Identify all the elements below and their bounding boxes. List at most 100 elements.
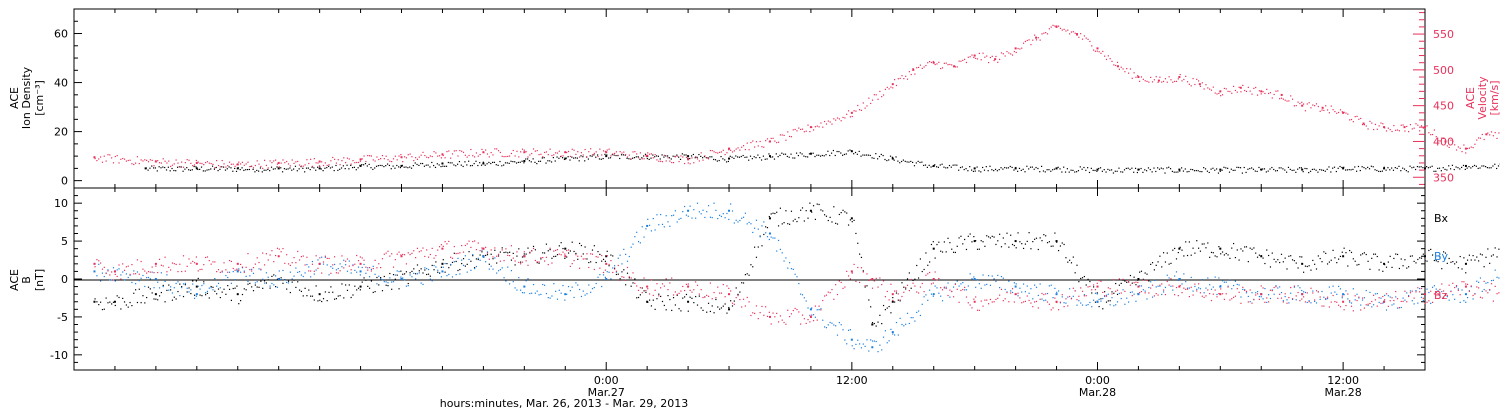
by-point — [99, 280, 102, 282]
density-point — [956, 164, 958, 166]
bz-point — [575, 254, 577, 256]
density-point — [195, 167, 198, 170]
density-point — [480, 164, 483, 166]
density-point — [1365, 168, 1367, 170]
velocity-point — [363, 155, 365, 157]
velocity-point — [573, 149, 575, 151]
by-point — [765, 232, 767, 234]
velocity-point — [133, 163, 135, 166]
bx-point — [241, 293, 244, 296]
density-point — [554, 160, 556, 162]
bx-point — [1236, 249, 1238, 251]
velocity-point — [1067, 29, 1069, 31]
bz-point — [807, 319, 809, 321]
bz-point — [1070, 298, 1073, 300]
by-point — [1247, 295, 1249, 298]
by-point — [1192, 290, 1194, 292]
velocity-point — [1403, 126, 1406, 129]
by-point — [728, 209, 731, 212]
density-point — [698, 153, 700, 156]
bz-point — [483, 247, 485, 250]
bz-point — [516, 251, 518, 253]
velocity-point — [711, 150, 713, 152]
density-point — [1328, 166, 1330, 168]
bz-point — [1317, 291, 1319, 293]
bx-point — [713, 312, 715, 314]
bz-point — [1240, 302, 1242, 304]
velocity-point — [472, 155, 474, 157]
velocity-point — [157, 160, 159, 162]
bx-point — [400, 270, 402, 272]
by-point — [313, 273, 315, 275]
velocity-point — [1277, 90, 1279, 92]
bx-point — [1185, 241, 1187, 243]
bz-point — [1096, 282, 1098, 284]
velocity-point — [973, 56, 975, 59]
bx-point — [850, 217, 853, 220]
bx-point — [825, 215, 828, 217]
density-point — [584, 160, 586, 162]
by-point — [122, 271, 124, 273]
bx-point — [709, 310, 711, 313]
by-point — [742, 216, 745, 218]
bz-point — [647, 288, 649, 290]
density-point — [420, 162, 422, 165]
velocity-point — [1323, 109, 1325, 111]
velocity-point — [1183, 78, 1185, 81]
bz-point — [615, 270, 618, 272]
bz-point — [265, 253, 268, 255]
by-point — [282, 269, 284, 272]
density-point — [375, 165, 378, 167]
density-point — [757, 154, 759, 156]
bz-point — [652, 294, 654, 297]
by-point — [322, 263, 325, 265]
by-point — [1361, 299, 1364, 301]
velocity-point — [1159, 76, 1161, 78]
density-point — [1149, 168, 1151, 171]
velocity-point — [569, 155, 571, 158]
density-point — [366, 165, 368, 167]
bz-point — [940, 287, 942, 289]
by-point — [1367, 304, 1369, 306]
by-point — [1352, 288, 1354, 290]
by-point — [510, 270, 513, 272]
bz-point — [276, 247, 279, 249]
velocity-point — [1369, 120, 1371, 123]
by-point — [973, 278, 976, 280]
density-point — [396, 164, 398, 167]
velocity-point — [685, 156, 688, 158]
velocity-point — [1350, 118, 1353, 121]
bx-point — [1197, 247, 1200, 249]
bz-point — [1323, 305, 1325, 307]
bz-point — [381, 258, 384, 260]
bx-point — [298, 289, 301, 291]
bx-point — [142, 295, 144, 297]
bx-point — [308, 289, 310, 291]
velocity-point — [1048, 28, 1050, 30]
bz-point — [494, 247, 496, 249]
by-point — [711, 216, 713, 219]
velocity-point — [1290, 95, 1292, 97]
density-point — [1438, 167, 1441, 169]
by-point — [1139, 285, 1141, 287]
bz-point — [1277, 297, 1279, 299]
density-point — [864, 154, 866, 156]
bx-point — [814, 218, 816, 221]
bx-point — [1131, 282, 1133, 284]
bz-point — [1137, 281, 1139, 284]
velocity-point — [796, 130, 798, 132]
density-point — [587, 158, 589, 160]
bx-point — [917, 277, 920, 279]
velocity-point — [361, 158, 363, 160]
by-point — [216, 285, 218, 287]
by-point — [529, 292, 531, 295]
bz-point — [573, 259, 575, 262]
velocity-point — [903, 78, 905, 80]
by-point — [409, 274, 411, 276]
density-point — [223, 166, 225, 168]
by-point — [604, 276, 606, 278]
bx-point — [240, 300, 242, 302]
bz-point — [418, 251, 420, 253]
by-point — [1212, 286, 1214, 288]
density-point — [241, 167, 243, 169]
